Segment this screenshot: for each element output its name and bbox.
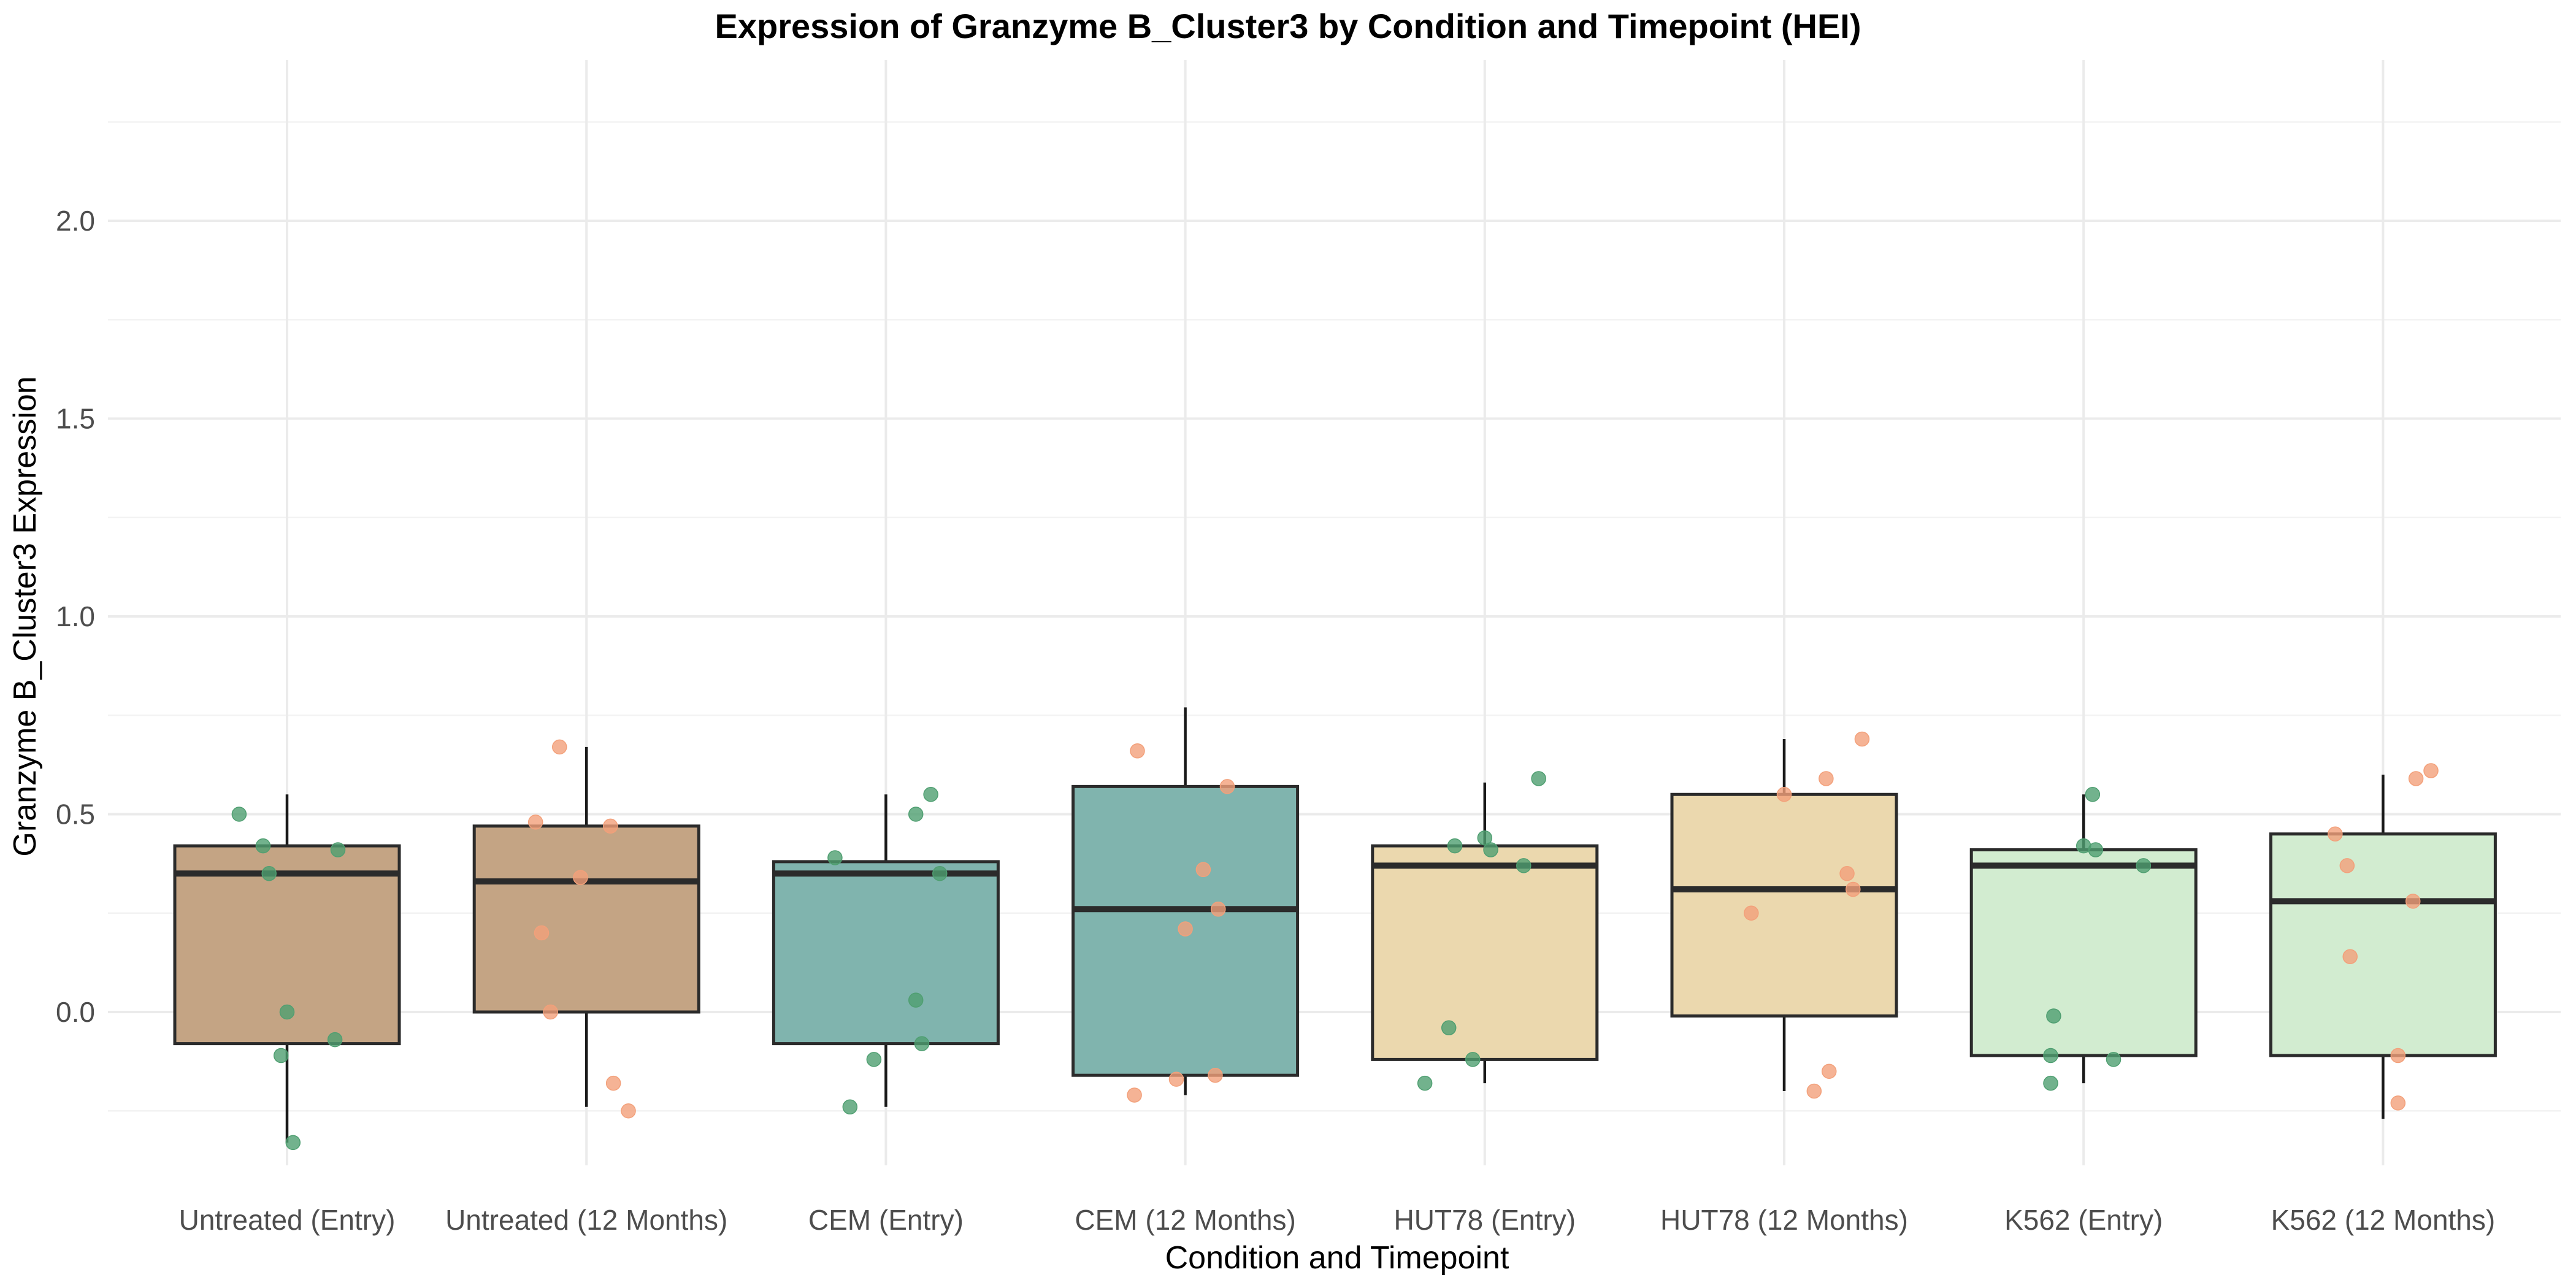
data-point — [2136, 858, 2152, 873]
x-tick-label: HUT78 (Entry) — [1394, 1204, 1576, 1236]
data-point — [908, 807, 924, 822]
data-point — [1819, 771, 1834, 786]
y-tick-label: 0.0 — [56, 996, 95, 1028]
data-point — [1821, 1064, 1837, 1079]
y-tick-label: 2.0 — [56, 205, 95, 237]
data-point — [255, 838, 271, 854]
data-point — [231, 807, 247, 822]
data-point — [552, 739, 567, 755]
data-point — [1168, 1071, 1184, 1087]
data-point — [1417, 1075, 1433, 1091]
y-tick-labels: 0.0 0.5 1.0 1.5 2.0 — [56, 205, 95, 1028]
boxplot — [772, 794, 1000, 1107]
x-tick-label: Untreated (12 Months) — [445, 1204, 727, 1236]
data-point — [1465, 1052, 1481, 1067]
y-tick-label: 0.5 — [56, 799, 95, 830]
data-point — [1441, 1020, 1457, 1036]
data-point — [2339, 858, 2355, 873]
data-point — [1846, 881, 1861, 897]
data-point — [2342, 949, 2358, 964]
data-point — [1219, 779, 1235, 794]
data-point — [2405, 894, 2421, 909]
boxplot — [1670, 738, 1898, 1091]
x-tick-label: CEM (Entry) — [808, 1204, 964, 1236]
data-point — [534, 925, 550, 941]
x-tick-label: Untreated (Entry) — [179, 1204, 396, 1236]
data-point — [1854, 731, 1870, 747]
data-point — [2106, 1052, 2122, 1067]
data-point — [914, 1036, 930, 1051]
data-point — [279, 1004, 295, 1020]
y-axis-label: Granzyme B_Cluster3 Expression — [7, 376, 43, 856]
data-point — [327, 1032, 343, 1048]
data-point — [1776, 787, 1792, 802]
data-point — [908, 992, 924, 1008]
box-iqr — [472, 824, 700, 1014]
data-point — [842, 1099, 858, 1115]
data-point — [1127, 1087, 1142, 1103]
data-point — [273, 1048, 289, 1064]
y-tick-label: 1.5 — [56, 403, 95, 435]
data-point — [1744, 905, 1759, 921]
boxplot — [1371, 782, 1599, 1084]
data-point — [1531, 771, 1546, 786]
x-tick-label: HUT78 (12 Months) — [1660, 1204, 1908, 1236]
box-iqr — [772, 860, 1000, 1046]
data-point — [1195, 862, 1211, 878]
data-point — [866, 1052, 882, 1067]
data-point — [1516, 858, 1531, 873]
data-point — [2390, 1048, 2406, 1064]
data-point — [1211, 902, 1226, 917]
data-point — [603, 818, 618, 834]
chart-title: Expression of Granzyme B_Cluster3 by Con… — [715, 7, 1861, 45]
x-tick-label: K562 (12 Months) — [2271, 1204, 2496, 1236]
x-axis-label: Condition and Timepoint — [1165, 1240, 1509, 1276]
box-iqr — [1670, 792, 1898, 1018]
data-point — [932, 866, 948, 881]
data-point — [1447, 838, 1463, 854]
x-tick-label: K562 (Entry) — [2004, 1204, 2163, 1236]
data-point — [621, 1103, 636, 1119]
data-point — [2408, 771, 2424, 786]
data-point — [2390, 1095, 2406, 1111]
data-point — [285, 1135, 301, 1151]
boxplot — [1969, 794, 2198, 1084]
data-point — [2085, 787, 2101, 802]
data-point — [330, 842, 346, 857]
data-point — [605, 1075, 621, 1091]
data-point — [261, 866, 277, 881]
data-point — [2423, 763, 2439, 778]
data-point — [1839, 866, 1855, 881]
data-point — [1178, 921, 1193, 937]
data-point — [923, 787, 938, 802]
x-tick-label: CEM (12 Months) — [1075, 1204, 1295, 1236]
data-point — [2043, 1075, 2058, 1091]
boxplot — [2269, 775, 2497, 1119]
data-point — [2046, 1008, 2061, 1024]
data-point — [1130, 743, 1145, 759]
data-point — [527, 815, 543, 830]
box-iqr — [2269, 832, 2497, 1057]
box-iqr — [1371, 844, 1599, 1061]
data-point — [827, 850, 843, 865]
x-tick-labels: Untreated (Entry) Untreated (12 Months) CE… — [179, 1204, 2496, 1236]
data-point — [1806, 1083, 1822, 1099]
data-point — [573, 870, 588, 885]
data-point — [1208, 1067, 1223, 1083]
boxplot — [472, 746, 700, 1107]
data-point — [2328, 826, 2343, 841]
data-point — [1483, 842, 1498, 857]
data-point — [1477, 830, 1493, 846]
y-tick-label: 1.0 — [56, 600, 95, 632]
data-point — [2088, 842, 2103, 857]
box-iqr — [1969, 848, 2198, 1057]
data-point — [543, 1004, 558, 1020]
data-point — [2043, 1048, 2058, 1064]
points — [231, 731, 2439, 1151]
